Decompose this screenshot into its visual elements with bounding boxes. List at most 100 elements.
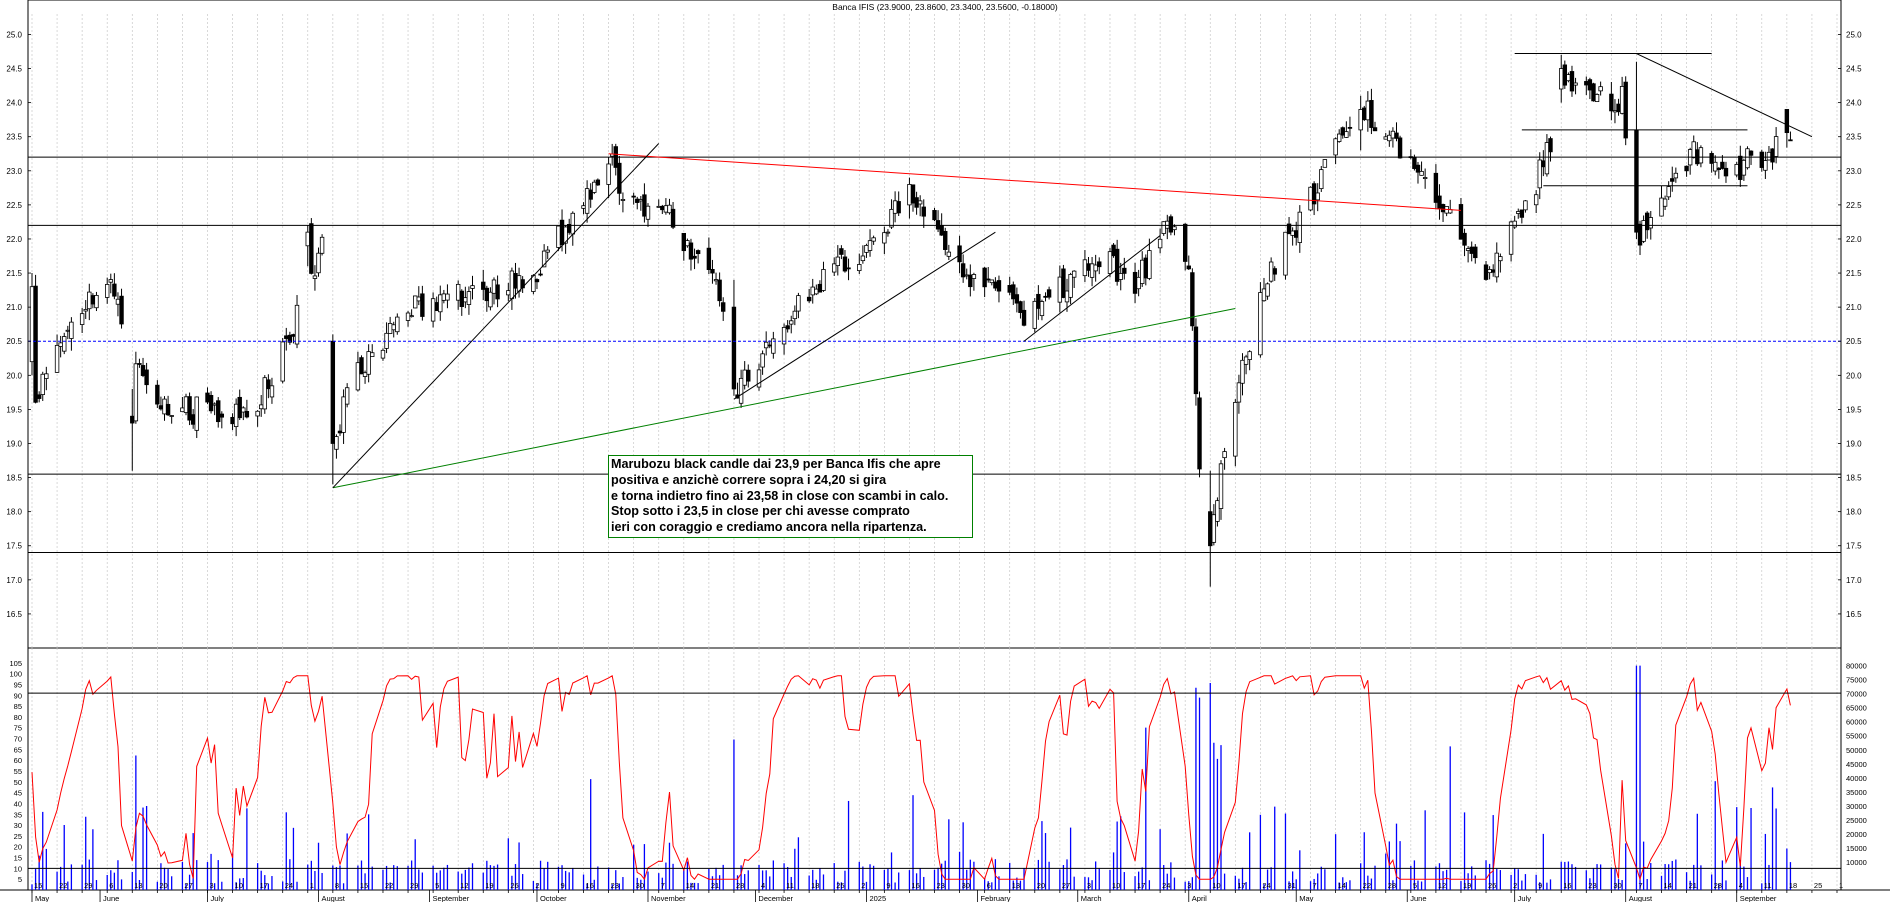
candle-body [312,275,318,279]
candle-body [1433,172,1439,203]
candle-body [130,415,135,424]
candle-body [545,249,550,253]
candle-body [814,288,819,295]
x-day-label: 23 [1588,881,1596,890]
candle-body [1290,230,1295,236]
candle-body [455,283,461,301]
price-tick-label-left: 23.5 [6,133,22,142]
x-day-label: 29 [84,881,92,890]
candle-body [832,263,837,273]
candle-body [90,295,96,305]
candle-body [262,377,267,410]
candle-body [1512,220,1517,228]
candle-body [1788,139,1793,142]
candle-body [1018,301,1023,313]
indicator-tick-label-left: 70 [14,735,22,744]
candle-body [1272,268,1277,275]
candle-body [796,295,801,312]
candle-body [982,267,987,288]
candle-body [1673,172,1679,179]
x-day-label: 21 [1689,881,1697,890]
candle-body [65,329,71,332]
price-tick-label-right: 18.5 [1846,474,1862,483]
annotation-line: Stop sotto i 23,5 in close per chi avess… [611,504,910,519]
x-day-label: 1 [1839,881,1843,890]
candle-body [1759,151,1764,168]
candle-body [721,302,726,312]
x-month-label: July [1518,894,1532,902]
indicator-tick-label-left: 5 [18,875,22,884]
candle-body [760,353,765,368]
candle-body [1333,138,1338,156]
candle-body [663,205,669,213]
x-day-label: 12 [460,881,468,890]
candle-body [1043,295,1048,298]
price-tick-label-left: 18.5 [6,474,22,483]
candle-body [1122,267,1127,274]
candle-body [36,394,42,399]
chart-title: Banca IFIS (23.9000, 23.8600, 23.3400, 2… [832,2,1058,12]
candle-body [1193,326,1199,395]
price-tick-label-left: 24.0 [6,99,22,108]
candle-body [563,226,568,244]
price-tick-label-right: 22.5 [1846,201,1862,210]
candle-body [1297,211,1302,243]
candle-body [1218,463,1224,509]
candle-body [935,220,941,230]
candle-body [1036,293,1041,309]
price-tick-label-right: 17.5 [1846,542,1862,551]
candle-body [219,413,225,418]
indicator-tick-label-left: 40 [14,799,22,808]
x-day-label: 29 [410,881,418,890]
candle-body [710,268,715,274]
candle-body [1243,356,1249,365]
candle-body [882,232,887,244]
x-day-label: 15 [360,881,368,890]
x-day-label: 27 [184,881,192,890]
drawn-line [733,231,996,400]
candle-body [1619,86,1625,114]
candle-body [1666,186,1671,198]
price-tick-label-right: 19.5 [1846,405,1862,414]
candle-body [667,204,672,214]
candle-body [83,309,88,312]
candle-body [810,286,815,296]
x-day-label: 6 [987,881,991,890]
x-day-label: 11 [786,881,794,890]
candle-body [1118,273,1123,280]
candle-body [1516,211,1521,214]
x-day-label: 15 [34,881,42,890]
indicator-tick-label-left: 90 [14,691,22,700]
x-day-label: 16 [586,881,594,890]
candle-body [917,200,923,205]
candle-body [781,327,787,345]
candle-body [1215,500,1220,522]
price-tick-label-left: 21.0 [6,303,22,312]
candle-body [155,384,160,405]
x-day-label: 25 [1814,881,1822,890]
candle-body [69,321,74,339]
x-day-label: 30 [962,881,970,890]
candle-body [1082,259,1088,277]
candle-body [656,205,661,208]
indicator-tick-label-right: 35000 [1846,788,1867,797]
candle-body [1061,268,1066,298]
candle-body [617,162,622,194]
candle-body [1197,397,1202,470]
candle-body [94,295,99,309]
price-tick-label-right: 17.0 [1846,576,1862,585]
x-day-label: 19 [485,881,493,890]
candle-body [291,334,296,337]
candle-body [706,247,712,271]
candle-body [1240,359,1245,384]
x-month-label: July [210,894,224,902]
candle-body [1236,382,1242,403]
candle-body [595,179,601,186]
candle-body [688,242,694,260]
candle-body [1684,165,1689,172]
candle-body [1132,271,1138,294]
x-month-label: April [1192,894,1207,902]
candle-body [1458,204,1464,240]
candle-body [1573,82,1578,86]
